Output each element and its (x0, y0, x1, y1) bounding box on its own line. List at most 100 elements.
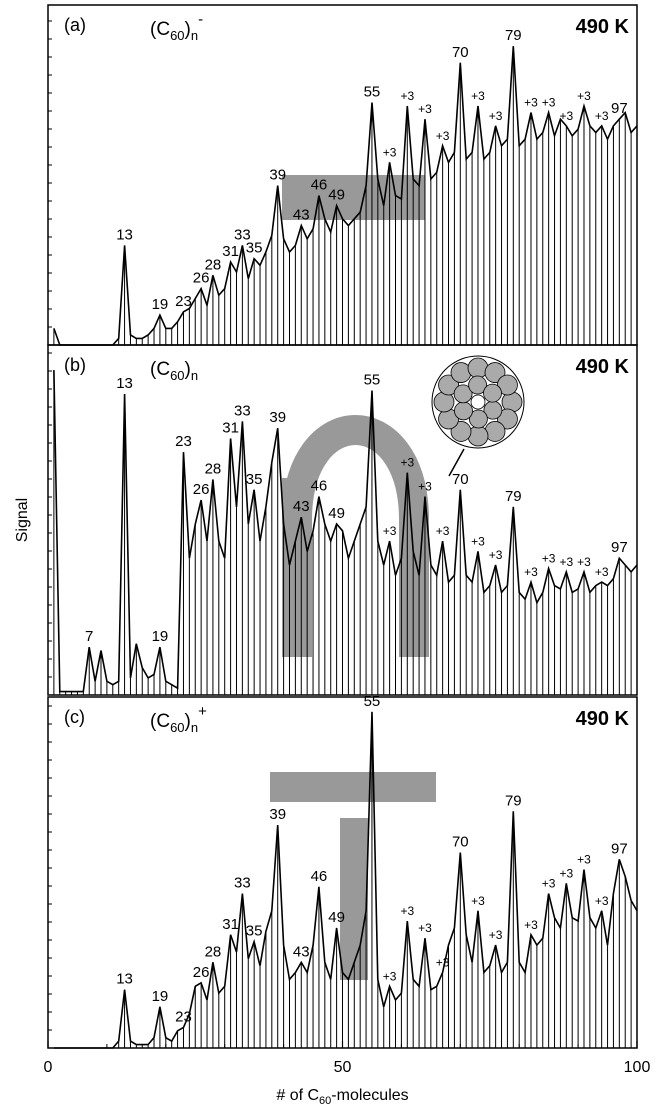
peak-label: +3 (542, 551, 556, 565)
peak-label: 28 (205, 943, 222, 960)
peak-label: +3 (577, 853, 591, 867)
peak-label: 7 (85, 628, 93, 645)
icon-ball (497, 374, 518, 396)
peak-label: 70 (452, 471, 469, 488)
peak-label: 35 (246, 240, 263, 257)
icon-ball (438, 374, 459, 396)
formula-part: n (191, 28, 198, 43)
peak-label: 39 (269, 167, 286, 184)
peak-label: 33 (234, 875, 251, 892)
panel: 13192326283133353943464955+3+3+3+370+3+3… (44, 693, 651, 1107)
x-tick-label: 100 (624, 1059, 651, 1076)
peak-label: 55 (364, 84, 381, 101)
peak-label: 23 (175, 433, 192, 450)
peak-label: 55 (364, 693, 381, 710)
formula-part: n (191, 368, 198, 383)
peak-label: +3 (383, 145, 397, 159)
y-axis-title: Signal (14, 498, 31, 542)
formula-part: 60 (170, 368, 184, 383)
peak-label: 35 (246, 471, 263, 488)
peak-label: +3 (595, 109, 609, 123)
peak-label: +3 (400, 456, 414, 470)
peak-label: 31 (222, 420, 239, 437)
icon-ball (450, 421, 472, 442)
gray-arch (282, 415, 429, 657)
formula-part: + (198, 703, 207, 720)
peak-label: 19 (152, 296, 169, 313)
x-tick-label: 50 (334, 1059, 352, 1076)
peak-label: +3 (489, 928, 503, 942)
peak-label: 79 (505, 488, 522, 505)
x-axis-title-part: -molecules (331, 1087, 408, 1104)
gray-bar (270, 772, 436, 802)
peak-label: 13 (116, 375, 133, 392)
peak-label: +3 (524, 96, 538, 110)
icon-ball (468, 375, 487, 395)
peak-label: +3 (559, 555, 573, 569)
peak-label: 55 (364, 372, 381, 389)
x-axis-title-part: # of C (276, 1087, 319, 1104)
icon-ball (497, 408, 518, 430)
peak-label: +3 (436, 524, 450, 538)
peak-label: +3 (383, 524, 397, 538)
peak-label: +3 (577, 555, 591, 569)
peak-label: +3 (400, 904, 414, 918)
x-tick-label: 0 (44, 1059, 53, 1076)
peak-label: +3 (559, 109, 573, 123)
peak-label: +3 (542, 877, 556, 891)
formula-part: (C (150, 19, 170, 40)
formula-part: ) (185, 359, 191, 380)
peak-label: 13 (116, 226, 133, 243)
peak-label: +3 (436, 129, 450, 143)
icon-ball (470, 394, 486, 410)
peak-label: 39 (269, 409, 286, 426)
peak-label: +3 (418, 102, 432, 116)
peak-label: 31 (222, 243, 239, 260)
peak-label: 23 (175, 293, 192, 310)
peak-label: 46 (311, 868, 328, 885)
peak-label: 97 (611, 539, 628, 556)
peak-label: 79 (505, 27, 522, 44)
peak-label: +3 (489, 109, 503, 123)
formula-part: - (198, 11, 203, 28)
peak-label: 19 (152, 628, 169, 645)
peak-label: +3 (400, 89, 414, 103)
peak-label: 70 (452, 44, 469, 61)
peak-label: 23 (175, 1008, 192, 1025)
icon-ball (484, 362, 506, 383)
cluster-icon (431, 355, 525, 477)
peak-label: 28 (205, 256, 222, 273)
peak-label: 28 (205, 461, 222, 478)
formula: (C60)n+ (150, 703, 207, 735)
peak-label: +3 (542, 96, 556, 110)
peak-label: 49 (328, 909, 345, 926)
peak-label: 33 (234, 402, 251, 419)
formula: (C60)n (150, 359, 198, 383)
formula-part: (C (150, 359, 170, 380)
peak-label: 43 (293, 943, 310, 960)
peak-label: 31 (222, 916, 239, 933)
formula-part: ) (185, 19, 191, 40)
formula-part: n (191, 720, 198, 735)
panel-label: (c) (64, 707, 85, 727)
peak-label: 43 (293, 206, 310, 223)
peak-label: 26 (193, 270, 210, 287)
temperature: 490 K (576, 708, 630, 730)
peak-label: +3 (471, 89, 485, 103)
peak-label: +3 (418, 921, 432, 935)
peak-label: 79 (505, 792, 522, 809)
peak-label: +3 (489, 548, 503, 562)
peak-label: 43 (293, 498, 310, 515)
peak-label: +3 (524, 565, 538, 579)
peak-label: 49 (328, 505, 345, 522)
peak-label: 35 (246, 923, 263, 940)
icon-ball (453, 384, 473, 404)
formula-part: 60 (170, 720, 184, 735)
panel: 713192326283133353943464955+3+3+3+370+3+… (14, 344, 638, 696)
icon-ball (483, 383, 502, 403)
panel-frame (47, 344, 638, 696)
peak-label: +3 (524, 918, 538, 932)
panel-label: (b) (64, 355, 86, 375)
peak-label: +3 (436, 956, 450, 970)
